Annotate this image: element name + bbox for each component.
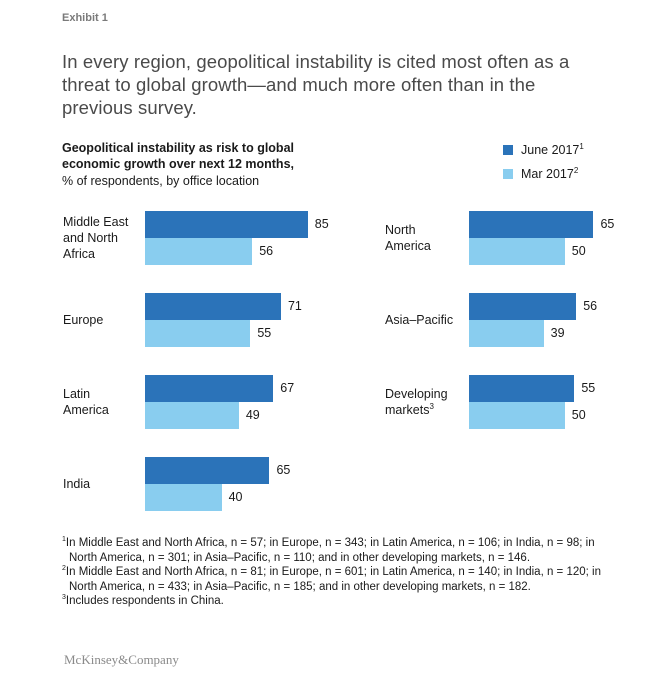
legend-item-june-2017: June 20171 <box>503 142 584 158</box>
bar-middle-east-and-north-africa-mar-2017 <box>145 238 253 265</box>
footnotes: 1In Middle East and North Africa, n = 57… <box>62 536 607 609</box>
legend-item-mar-2017: Mar 20172 <box>503 166 584 182</box>
data-label-north-america-mar-2017: 50 <box>571 244 586 258</box>
bar-developing-markets-mar-2017 <box>469 402 565 429</box>
data-label-middle-east-and-north-africa-mar-2017: 56 <box>259 244 274 258</box>
legend-swatch-june-2017 <box>503 145 513 155</box>
bar-latin-america-june-2017 <box>145 375 274 402</box>
data-label-europe-mar-2017: 55 <box>257 326 272 340</box>
bar-latin-america-mar-2017 <box>145 402 239 429</box>
exhibit-label: Exhibit 1 <box>62 12 108 24</box>
bar-india-june-2017 <box>145 457 270 484</box>
bar-europe-june-2017 <box>145 293 281 320</box>
category-label-india: India <box>63 477 91 491</box>
legend-label-june-2017: June 20171 <box>521 141 584 157</box>
data-label-india-mar-2017: 40 <box>228 490 243 504</box>
legend-swatch-mar-2017 <box>503 169 513 179</box>
legend-label-mar-2017: Mar 20172 <box>521 165 579 181</box>
data-label-latin-america-mar-2017: 49 <box>245 408 260 422</box>
category-label-north-america: North America <box>385 223 431 253</box>
category-label-asia-pacific: Asia–Pacific <box>385 313 454 327</box>
bar-india-mar-2017 <box>145 484 222 511</box>
data-label-india-june-2017: 65 <box>276 463 291 477</box>
headline: In every region, geopolitical instabilit… <box>62 51 570 118</box>
data-label-developing-markets-june-2017: 55 <box>581 381 596 395</box>
footnote-1: 1In Middle East and North Africa, n = 57… <box>62 536 595 564</box>
footnote-3: 3Includes respondents in China. <box>62 594 224 607</box>
chart-title: Geopolitical instability as risk to glob… <box>62 141 294 171</box>
bar-asia-pacific-mar-2017 <box>469 320 544 347</box>
data-label-latin-america-june-2017: 67 <box>280 381 295 395</box>
bar-developing-markets-june-2017 <box>469 375 575 402</box>
bar-asia-pacific-june-2017 <box>469 293 577 320</box>
mckinsey-logo: McKinsey&Company <box>64 652 179 667</box>
category-label-latin-america: Latin America <box>63 387 109 417</box>
bar-north-america-june-2017 <box>469 211 594 238</box>
bar-europe-mar-2017 <box>145 320 251 347</box>
category-label-europe: Europe <box>63 313 104 327</box>
bar-north-america-mar-2017 <box>469 238 565 265</box>
data-label-asia-pacific-june-2017: 56 <box>583 299 598 313</box>
data-label-north-america-june-2017: 65 <box>600 217 615 231</box>
data-label-europe-june-2017: 71 <box>287 299 302 313</box>
legend: June 20171 Mar 20172 <box>503 142 584 190</box>
bar-middle-east-and-north-africa-june-2017 <box>145 211 308 238</box>
category-label-middle-east-and-north-africa: Middle East and North Africa <box>63 215 129 261</box>
category-label-developing-markets: Developing markets3 <box>385 387 448 417</box>
data-label-middle-east-and-north-africa-june-2017: 85 <box>314 217 329 231</box>
footnote-2: 2In Middle East and North Africa, n = 81… <box>62 565 601 593</box>
data-label-developing-markets-mar-2017: 50 <box>571 408 586 422</box>
data-label-asia-pacific-mar-2017: 39 <box>550 326 565 340</box>
chart-subtitle: % of respondents, by office location <box>62 174 260 188</box>
